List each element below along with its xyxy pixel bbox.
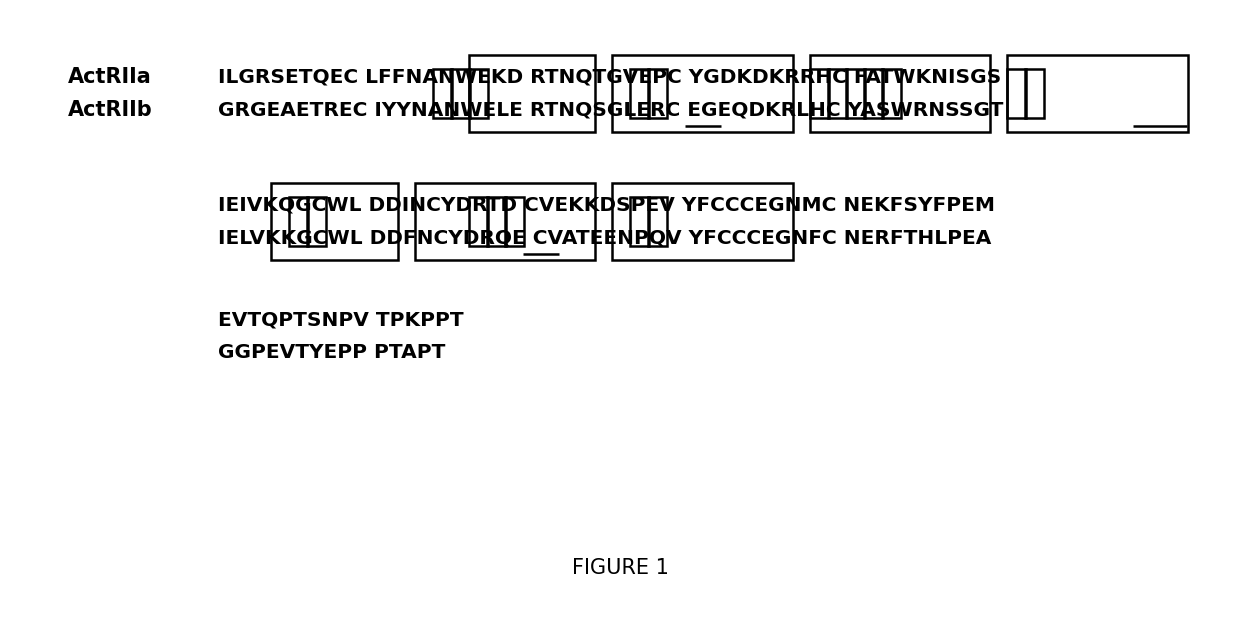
Bar (649, 197, 667, 246)
Bar (1025, 69, 1044, 118)
Text: ILGRSETQEC LFFNANWEKD RTNQTGVEPC YGDKDKRRHC FATWKNISGS: ILGRSETQEC LFFNANWEKD RTNQTGVEPC YGDKDKR… (218, 68, 1001, 87)
Bar (630, 69, 650, 118)
Bar (505, 197, 523, 246)
Bar (433, 69, 451, 118)
Bar (828, 69, 847, 118)
Text: ActRIIa: ActRIIa (68, 67, 151, 87)
Text: EVTQPTSNPV TPKPPT: EVTQPTSNPV TPKPPT (218, 311, 464, 329)
Bar (415, 183, 595, 260)
Bar (289, 197, 309, 246)
Bar (487, 197, 506, 246)
Bar (649, 69, 667, 118)
Text: IEIVKQGCWL DDINCYDRTD CVEKKDSPEV YFCCCEGNMC NEKFSYFPEM: IEIVKQGCWL DDINCYDRTD CVEKKDSPEV YFCCCEG… (218, 195, 994, 215)
Bar (469, 69, 487, 118)
Bar (864, 69, 883, 118)
Bar (469, 55, 595, 132)
Bar (846, 69, 864, 118)
Bar (810, 55, 991, 132)
Text: IELVKKGCWL DDFNCYDRQE CVATEENPQV YFCCCEGNFC NERFTHLPEA: IELVKKGCWL DDFNCYDRQE CVATEENPQV YFCCCEG… (218, 229, 991, 247)
Text: FIGURE 1: FIGURE 1 (572, 558, 668, 578)
Bar (1007, 69, 1027, 118)
Bar (882, 69, 900, 118)
Bar (451, 69, 470, 118)
Bar (810, 69, 828, 118)
Bar (613, 183, 792, 260)
Text: GGPEVTYEPP PTAPT: GGPEVTYEPP PTAPT (218, 343, 445, 363)
Bar (469, 197, 487, 246)
Bar (308, 197, 326, 246)
Text: ActRIIb: ActRIIb (68, 100, 153, 120)
Bar (613, 55, 792, 132)
Bar (630, 197, 650, 246)
Bar (1007, 55, 1188, 132)
Bar (272, 183, 398, 260)
Text: GRGEAETREC IYYNANWELE RTNQSGLERC EGEQDKRLHC YASWRNSSGT: GRGEAETREC IYYNANWELE RTNQSGLERC EGEQDKR… (218, 100, 1003, 120)
